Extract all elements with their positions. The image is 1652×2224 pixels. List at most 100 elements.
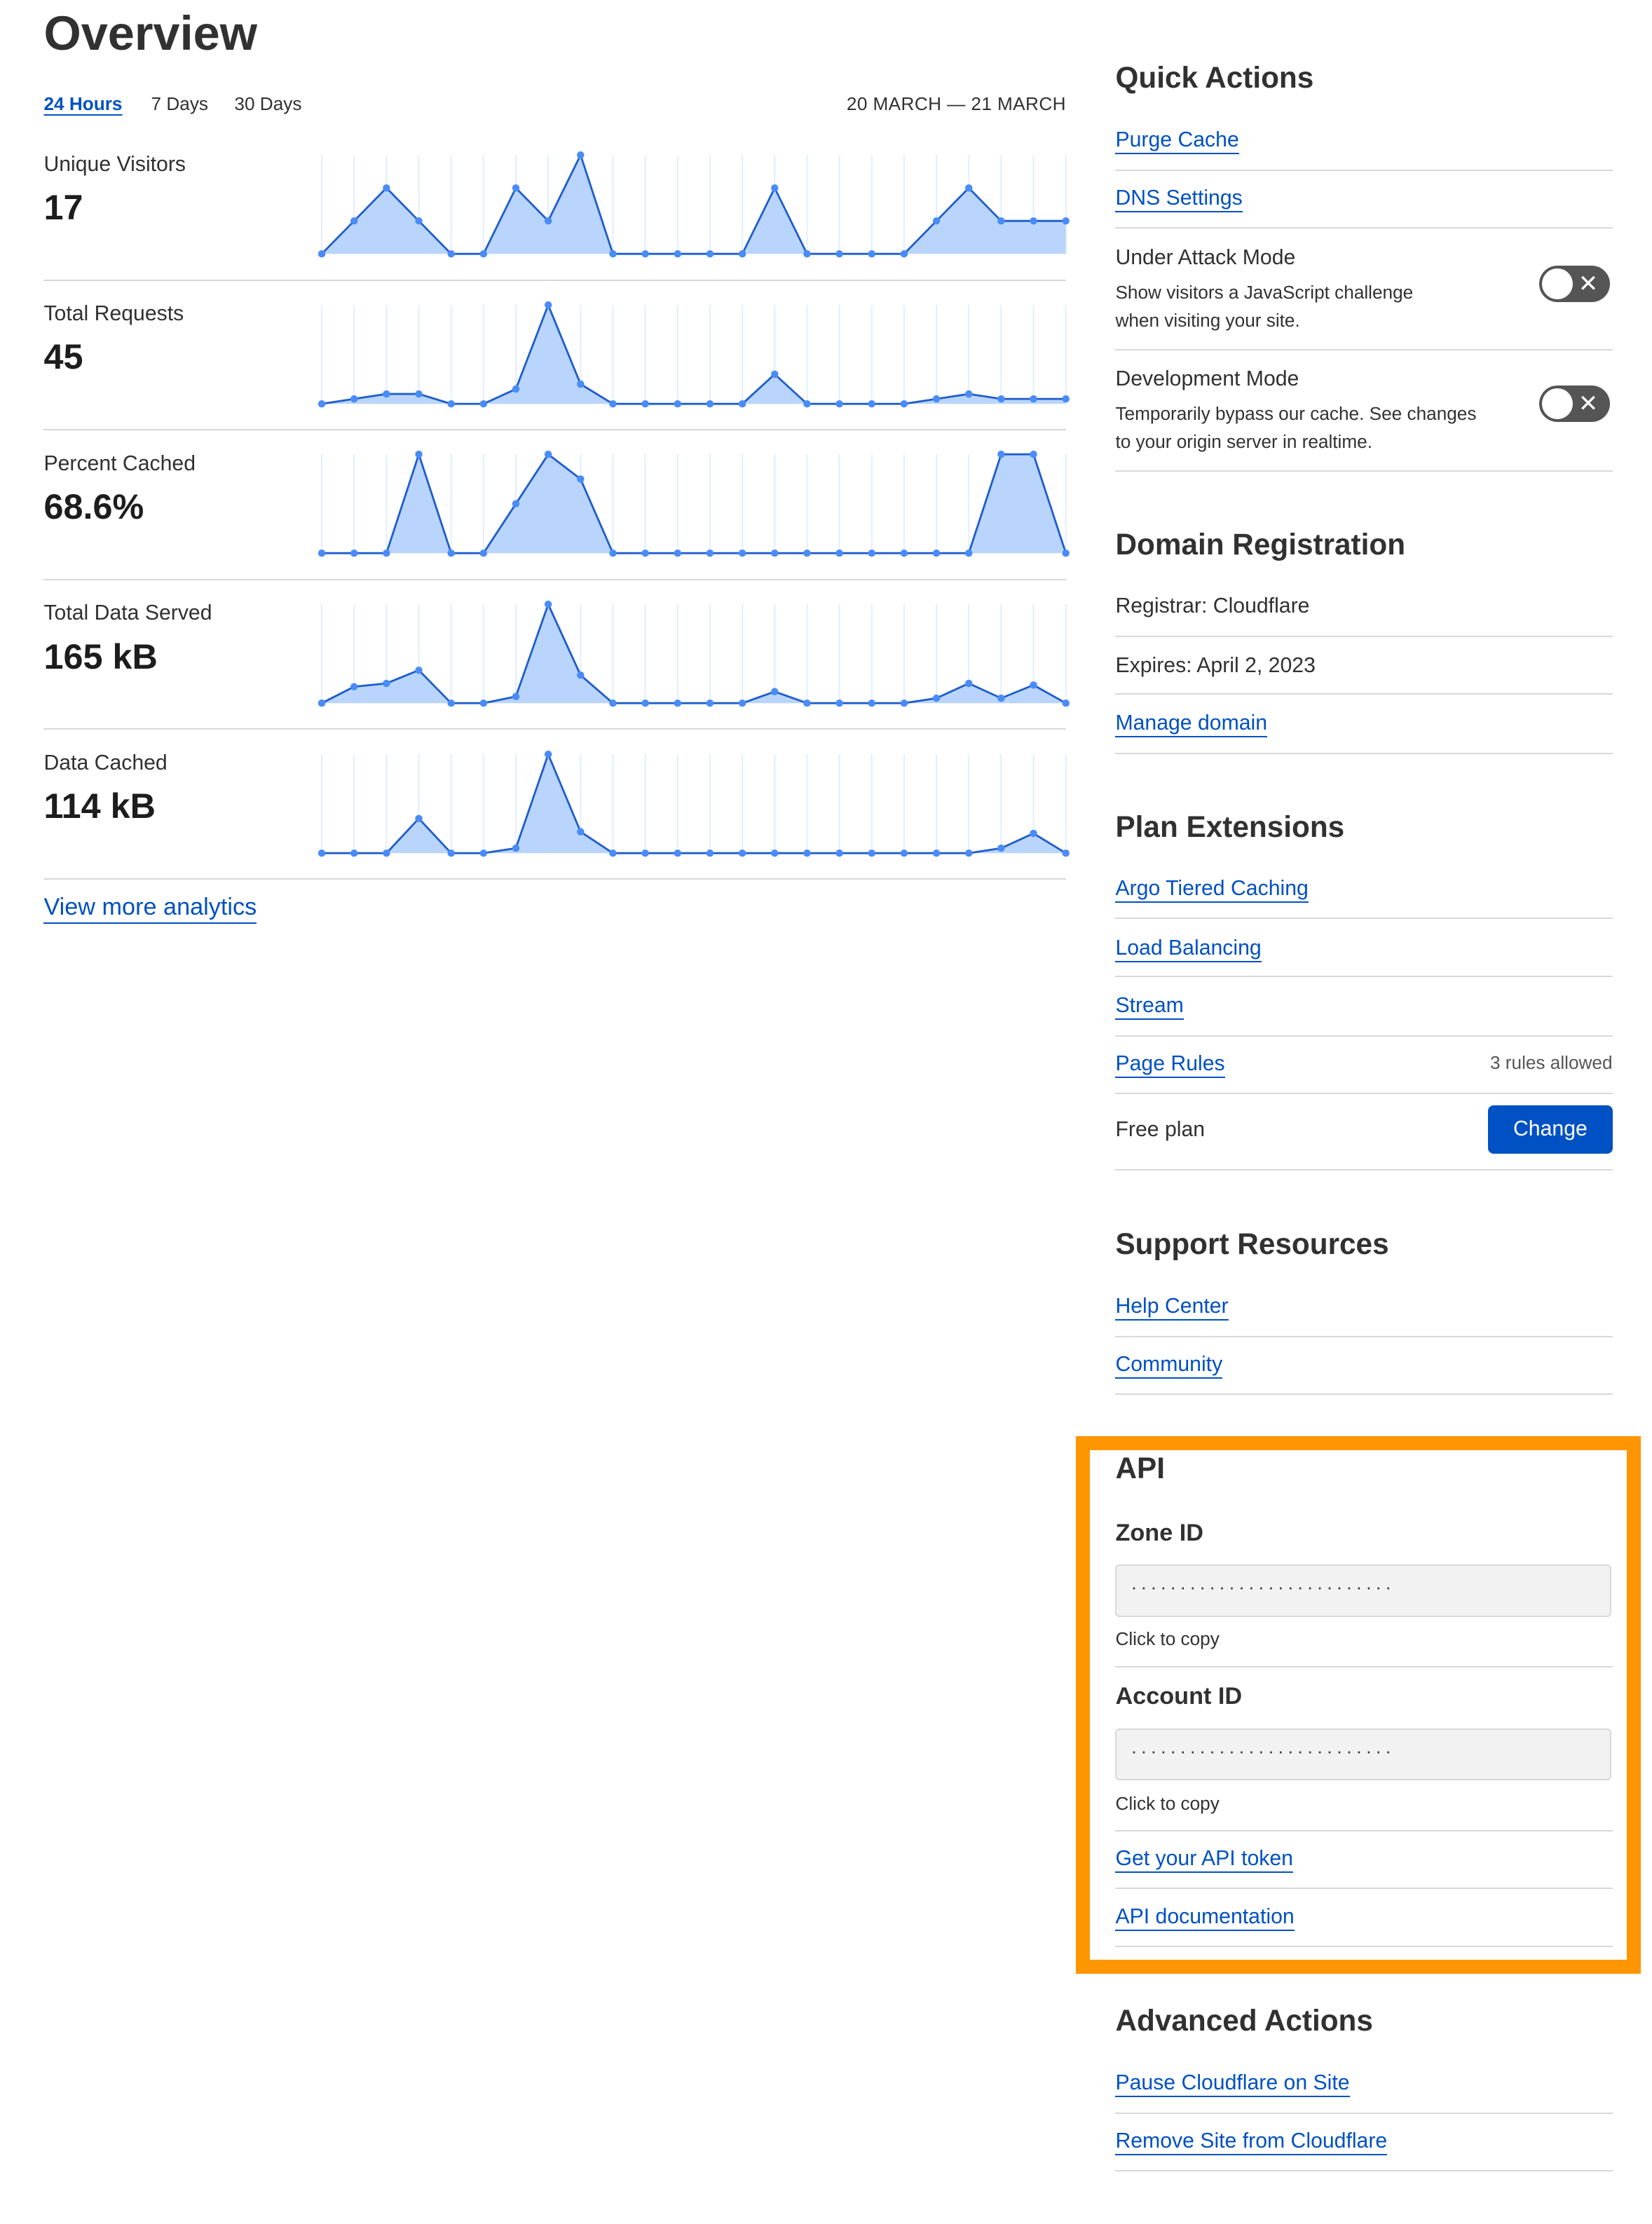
data-point [965, 849, 973, 857]
zone-click-to-copy[interactable]: Click to copy [1115, 1628, 1220, 1649]
tab-7-days[interactable]: 7 Days [151, 93, 209, 114]
dns-settings-link[interactable]: DNS Settings [1115, 186, 1243, 212]
data-point [1062, 550, 1070, 557]
data-point [803, 250, 811, 258]
pause-cloudflare-link[interactable]: Pause Cloudflare on Site [1115, 2071, 1350, 2098]
rules-allowed-note: 3 rules allowed [1489, 1051, 1613, 1073]
data-point [609, 849, 617, 857]
data-point [739, 400, 746, 408]
data-point [1030, 681, 1038, 689]
purge-cache-link[interactable]: Purge Cache [1115, 128, 1239, 155]
series-line [321, 601, 1067, 704]
help-center-link[interactable]: Help Center [1115, 1295, 1229, 1321]
data-point [835, 250, 844, 258]
manage-domain-link[interactable]: Manage domain [1115, 711, 1268, 738]
community-link[interactable]: Community [1115, 1352, 1223, 1379]
data-point [479, 849, 488, 857]
api-heading: API [1115, 1451, 1165, 1485]
data-point [318, 699, 326, 707]
data-point [415, 390, 423, 398]
toggle-knob [1541, 268, 1574, 300]
data-point [933, 395, 941, 403]
data-point [609, 400, 617, 408]
data-point [771, 550, 779, 557]
data-point [933, 849, 941, 857]
account-click-to-copy[interactable]: Click to copy [1115, 1793, 1220, 1815]
page-rules-link[interactable]: Page Rules [1115, 1051, 1225, 1078]
data-point [641, 550, 650, 557]
sparkline-chart [318, 600, 1070, 707]
data-point [803, 400, 811, 408]
data-point [933, 694, 941, 702]
data-point [933, 550, 941, 557]
divider [1115, 1829, 1613, 1831]
data-point [739, 699, 746, 707]
data-point [835, 699, 844, 707]
data-point [900, 849, 908, 857]
area-fill [322, 753, 1066, 853]
development-mode: Development Mode Temporarily bypass our … [1115, 367, 1613, 472]
data-point [641, 699, 650, 707]
metric-value: 114 kB [43, 786, 156, 826]
data-point [835, 400, 844, 408]
plan-extensions-heading: Plan Extensions [1115, 810, 1345, 844]
data-point [415, 217, 423, 225]
data-point [965, 390, 973, 398]
series-line [321, 152, 1066, 256]
data-point [868, 849, 876, 857]
data-point [415, 451, 423, 458]
metric-value: 45 [43, 336, 83, 377]
data-point [868, 250, 876, 258]
account-id-field[interactable]: ··························· [1115, 1728, 1611, 1781]
data-point [479, 550, 488, 557]
data-point [350, 217, 358, 225]
data-point [350, 395, 358, 403]
data-point [350, 849, 358, 857]
tab-24-hours[interactable]: 24 Hours [43, 93, 123, 114]
plan-name: Free plan [1115, 1118, 1206, 1142]
sparkline-chart [318, 151, 1070, 258]
data-point [512, 693, 520, 701]
data-point [512, 844, 520, 852]
argo-link[interactable]: Argo Tiered Caching [1115, 877, 1309, 903]
change-plan-button[interactable]: Change [1488, 1105, 1613, 1154]
zone-id-field[interactable]: ··························· [1115, 1564, 1611, 1617]
data-point [803, 699, 811, 707]
data-point [965, 550, 973, 557]
account-id-label: Account ID [1115, 1683, 1243, 1710]
data-point [933, 217, 941, 225]
stream-link[interactable]: Stream [1115, 994, 1184, 1021]
load-balancing-link[interactable]: Load Balancing [1115, 936, 1262, 962]
data-point [383, 390, 390, 398]
data-point [706, 400, 714, 408]
data-point [545, 750, 552, 758]
sparkline-chart [318, 451, 1070, 557]
registrar: Registrar: Cloudflare [1115, 594, 1613, 637]
series-line [322, 302, 1066, 405]
dev-mode-toggle[interactable]: ✕ [1538, 385, 1610, 423]
under-attack-toggle[interactable]: ✕ [1538, 265, 1610, 303]
data-point [350, 683, 358, 690]
metric-row: Unique Visitors 17 [43, 130, 1070, 281]
api-documentation-link[interactable]: API documentation [1115, 1904, 1295, 1931]
data-point [868, 699, 876, 707]
series-line [322, 451, 1067, 555]
view-more-analytics-link[interactable]: View more analytics [43, 894, 257, 925]
data-point [706, 250, 714, 258]
data-point [350, 550, 358, 557]
data-point [803, 849, 811, 857]
data-point [383, 679, 390, 688]
advanced-actions-heading: Advanced Actions [1115, 2003, 1373, 2037]
tab-30-days[interactable]: 30 Days [234, 93, 302, 114]
close-icon: ✕ [1578, 270, 1599, 297]
data-point [739, 550, 746, 557]
data-point [609, 250, 617, 258]
get-api-token-link[interactable]: Get your API token [1115, 1846, 1293, 1873]
remove-site-link[interactable]: Remove Site from Cloudflare [1115, 2129, 1388, 2155]
sparkline-chart [318, 301, 1070, 408]
data-point [706, 849, 714, 857]
quick-actions-heading: Quick Actions [1115, 60, 1314, 94]
sparkline-chart [318, 750, 1070, 857]
metric-row: Total Data Served 165 kB [43, 579, 1070, 730]
data-point [1062, 217, 1070, 225]
